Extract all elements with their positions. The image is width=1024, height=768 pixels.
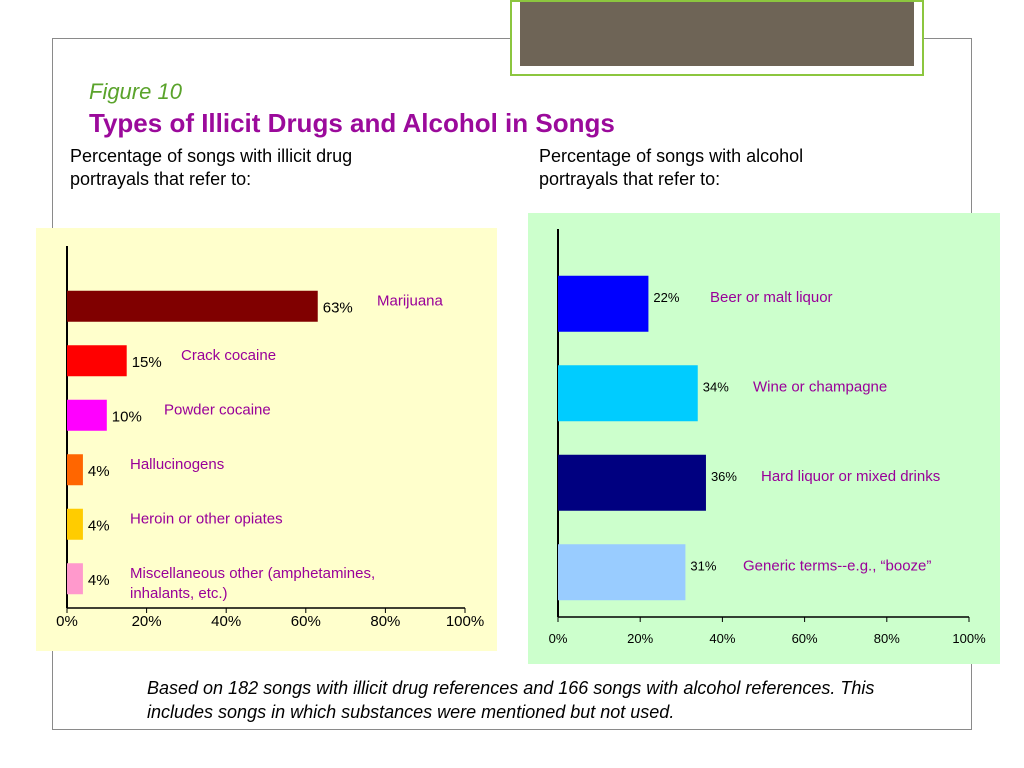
alc-bar xyxy=(558,365,698,422)
alc-category-label: Generic terms--e.g., “booze” xyxy=(743,557,931,574)
drug-category-label: Crack cocaine xyxy=(181,347,276,364)
figure-title: Types of Illicit Drugs and Alcohol in So… xyxy=(89,108,615,138)
drug-subtitle: Percentage of songs with illicit drug po… xyxy=(70,145,352,191)
drug-x-tick-label: 40% xyxy=(211,613,241,630)
figure-label: Figure 10 xyxy=(89,79,182,104)
alc-x-tick-label: 100% xyxy=(952,631,986,646)
drug-subtitle-line2: portrayals that refer to: xyxy=(70,169,252,189)
drug-subtitle-line1: Percentage of songs with illicit drug xyxy=(70,146,353,166)
alc-value-label: 36% xyxy=(711,469,737,484)
alc-x-tick-label: 60% xyxy=(792,631,818,646)
drug-chart-panel: 0% 20% 40% 60% 80% 100% 63% Marijuana 15% Crack c… xyxy=(36,228,497,651)
drug-x-tick-label: 80% xyxy=(370,613,400,630)
drug-value-label: 4% xyxy=(88,517,110,534)
drug-bar xyxy=(67,563,83,595)
drug-category-label: inhalants, etc.) xyxy=(130,585,228,602)
drug-category-label: Marijuana xyxy=(377,292,444,309)
alc-x-tick-label: 20% xyxy=(627,631,653,646)
drug-value-label: 10% xyxy=(112,408,142,425)
alc-x-tick-label: 0% xyxy=(549,631,568,646)
alcohol-chart-panel: 0% 20% 40% 60% 80% 100% 22% Beer or malt liquor… xyxy=(528,213,1000,664)
footnote: Based on 182 songs with illicit drug ref… xyxy=(147,676,967,724)
drug-x-tick-label: 100% xyxy=(446,613,484,630)
drug-bar xyxy=(67,454,83,486)
decorative-banner-fill xyxy=(520,2,914,66)
drug-value-label: 4% xyxy=(88,572,110,589)
alc-value-label: 34% xyxy=(703,379,729,394)
drug-chart: 0% 20% 40% 60% 80% 100% 63% Marijuana 15% Crack c… xyxy=(56,246,484,630)
drug-bar xyxy=(67,399,107,431)
alcohol-subtitle-line2: portrayals that refer to: xyxy=(539,169,721,189)
drug-bar xyxy=(67,345,127,377)
alcohol-subtitle-line1: Percentage of songs with alcohol xyxy=(539,146,804,166)
alc-category-label: Beer or malt liquor xyxy=(710,289,833,306)
drug-x-tick-label: 20% xyxy=(132,613,162,630)
drug-bar xyxy=(67,290,318,322)
drug-x-tick-label: 0% xyxy=(56,613,78,630)
drug-value-label: 15% xyxy=(132,354,162,371)
footnote-line1: Based on 182 songs with illicit drug ref… xyxy=(147,678,875,698)
decorative-banner xyxy=(510,0,924,76)
alc-value-label: 22% xyxy=(653,290,679,305)
alc-category-label: Hard liquor or mixed drinks xyxy=(761,468,940,485)
alc-category-label: Wine or champagne xyxy=(753,378,887,395)
alcohol-chart: 0% 20% 40% 60% 80% 100% 22% Beer or malt liquor… xyxy=(549,229,986,646)
alc-value-label: 31% xyxy=(690,558,716,573)
alc-bar xyxy=(558,454,706,511)
alcohol-subtitle: Percentage of songs with alcohol portray… xyxy=(539,145,803,191)
drug-category-label: Powder cocaine xyxy=(164,401,271,418)
alc-x-tick-label: 40% xyxy=(709,631,735,646)
footnote-line2: includes songs in which substances were … xyxy=(147,702,675,722)
alc-bar xyxy=(558,275,649,332)
drug-category-label: Hallucinogens xyxy=(130,456,224,473)
alc-x-tick-label: 80% xyxy=(874,631,900,646)
drug-value-label: 4% xyxy=(88,463,110,480)
drug-x-tick-label: 60% xyxy=(291,613,321,630)
drug-category-label: Heroin or other opiates xyxy=(130,510,283,527)
alc-bar xyxy=(558,544,686,601)
drug-bar xyxy=(67,508,83,540)
drug-value-label: 63% xyxy=(323,299,353,316)
drug-category-label: Miscellaneous other (amphetamines, xyxy=(130,565,375,582)
